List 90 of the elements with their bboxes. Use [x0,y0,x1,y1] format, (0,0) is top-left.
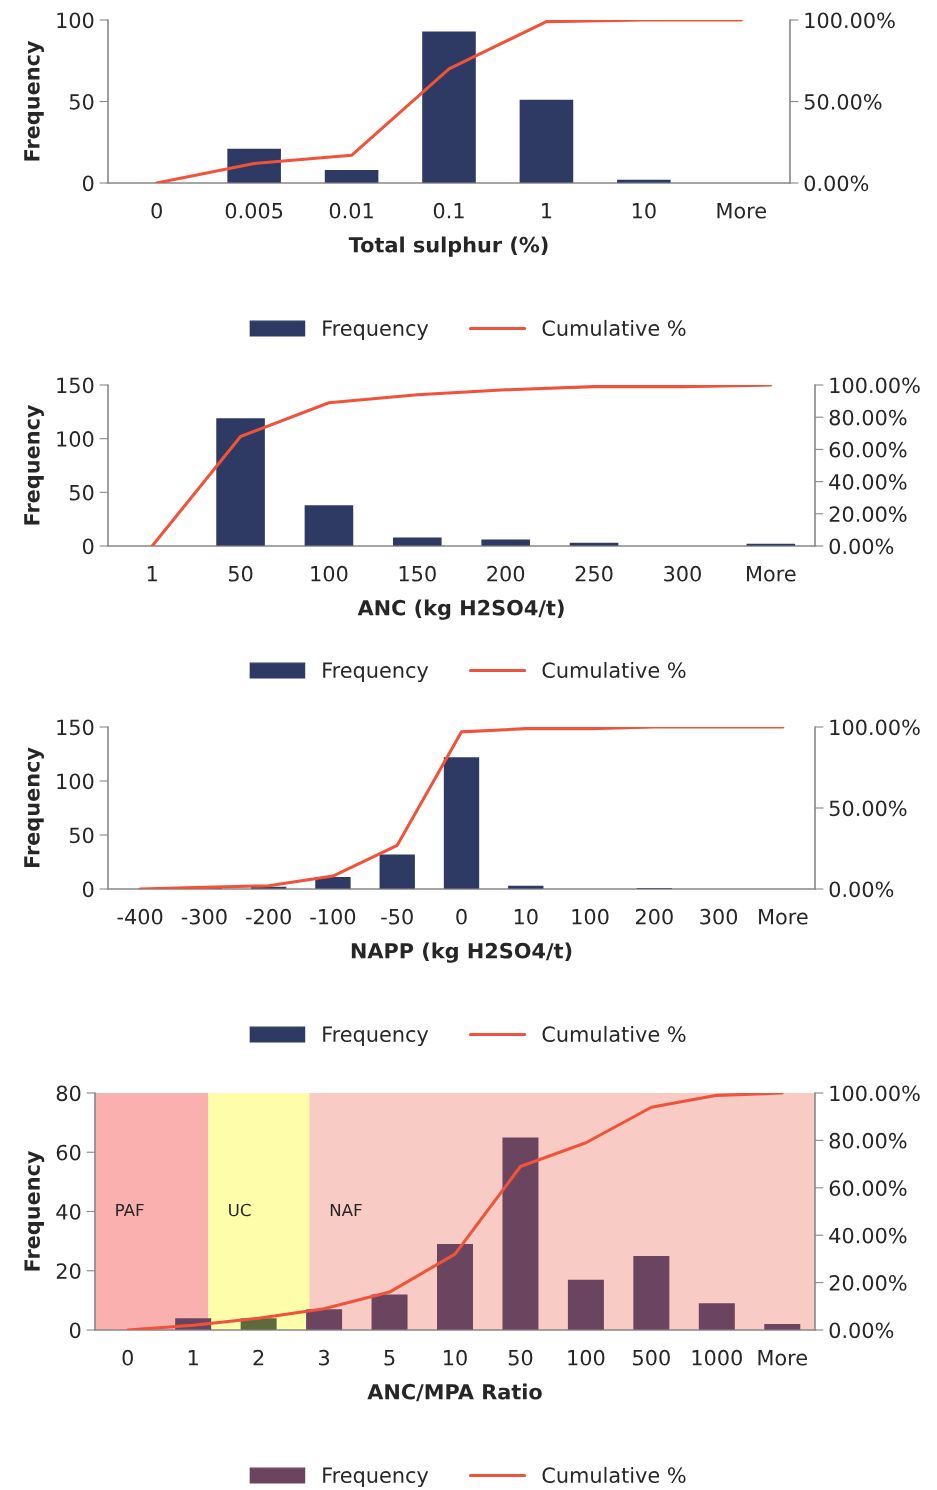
y-tick-label: 0 [82,175,94,192]
y2-tick-label: 20.00% [829,506,907,523]
legend-label: Frequency [323,320,429,341]
y-axis-title: Frequency [24,747,44,868]
y-tick-label: 0 [69,1322,81,1339]
x-tick-label: 1000 [692,1349,742,1366]
y2-tick-label: 60.00% [829,441,907,458]
legend-label: Cumulative % [542,319,686,337]
y2-tick-label: 0.00% [829,1322,894,1339]
y2-tick-label: 60.00% [829,1180,907,1197]
x-tick-label: 1 [188,1350,198,1366]
x-tick-label: -300 [181,908,227,925]
x-tick-label: 0 [151,202,162,219]
legend-label: Cumulative % [542,1466,686,1484]
y-tick-label: 40 [56,1203,81,1220]
x-tick-label: 100 [311,565,348,582]
y-axis-title: Frequency [24,404,44,525]
y-tick-label: 0 [82,881,94,898]
y-tick-label: 100 [57,12,94,29]
y-tick-label: 20 [56,1263,81,1279]
x-tick-label: 1 [542,203,552,219]
y-tick-label: 50 [69,827,94,844]
y2-tick-label: 100.00% [830,377,920,394]
x-tick-label: 300 [664,565,701,582]
y2-tick-label: 0.00% [829,538,894,555]
x-tick-label: 2 [253,1349,264,1366]
y-axis-title: Frequency [24,1150,45,1271]
y2-tick-label: 100.00% [830,1085,920,1102]
x-axis-title: NAPP (kg H2SO4/t) [351,942,572,963]
annotation: NAF [330,1203,362,1217]
x-tick-label: -400 [117,908,163,925]
x-tick-label: 0 [456,908,467,925]
x-tick-label: -200 [246,908,291,925]
x-tick-label: 0.01 [329,202,373,219]
y2-tick-label: 40.00% [829,474,907,490]
y-tick-label: 0 [82,538,94,555]
x-tick-label: 10 [514,908,538,925]
x-tick-label: 200 [635,908,673,925]
x-tick-label: -50 [381,908,413,925]
legend-label: Frequency [323,1467,429,1488]
y-tick-label: 150 [57,377,94,394]
legend-label: Cumulative % [542,661,686,679]
y-tick-label: 80 [56,1085,81,1102]
y-tick-label: 100 [57,431,94,447]
x-tick-label: More [758,1350,807,1366]
y2-tick-label: 100.00% [805,12,895,29]
x-tick-label: 50 [228,565,253,582]
legend-label: Frequency [323,662,429,683]
x-tick-label: More [717,203,766,219]
x-axis-title: ANC/MPA Ratio [367,1383,542,1402]
y-tick-label: 50 [69,93,94,110]
x-tick-label: 200 [487,565,525,582]
x-tick-label: 150 [399,565,436,582]
x-tick-label: More [759,909,808,925]
y2-tick-label: 100.00% [830,719,920,736]
x-tick-label: More [747,566,796,582]
y2-tick-label: 80.00% [829,409,907,426]
x-axis-title: Total sulphur (%) [348,236,548,257]
y-tick-label: 60 [56,1144,81,1161]
x-tick-label: 100 [568,1349,605,1366]
x-tick-label: 5 [384,1350,395,1366]
y2-tick-label: 50.00% [804,93,882,110]
annotation: UC [229,1203,251,1217]
x-tick-label: 100 [572,908,609,925]
y-axis-title: Frequency [24,40,44,161]
y2-tick-label: 50.00% [829,800,907,817]
x-axis-title: ANC (kg H2SO4/t) [357,599,564,620]
x-tick-label: 3 [319,1349,330,1366]
y2-tick-label: 0.00% [804,175,869,192]
y-tick-label: 100 [57,773,94,790]
y-tick-label: 50 [69,484,94,501]
y2-tick-label: 20.00% [829,1275,907,1291]
y-tick-label: 150 [57,719,94,736]
x-tick-label: 300 [700,908,738,925]
x-tick-label: 10 [444,1349,467,1366]
x-tick-label: 0 [122,1349,133,1366]
x-tick-label: 0.1 [433,202,464,219]
x-tick-label: 1 [147,566,157,582]
x-tick-label: 10 [632,202,656,219]
x-tick-label: 0.005 [225,202,283,219]
x-tick-label: 250 [575,565,613,582]
legend-label: Cumulative % [542,1025,686,1043]
annotation: PAF [116,1203,144,1217]
y2-tick-label: 40.00% [829,1227,907,1244]
y2-tick-label: 0.00% [829,881,894,898]
x-tick-label: 50 [508,1349,533,1366]
y2-tick-label: 80.00% [829,1132,907,1149]
legend-label: Frequency [323,1026,429,1047]
x-tick-label: -100 [310,908,356,925]
x-tick-label: 500 [633,1349,670,1366]
